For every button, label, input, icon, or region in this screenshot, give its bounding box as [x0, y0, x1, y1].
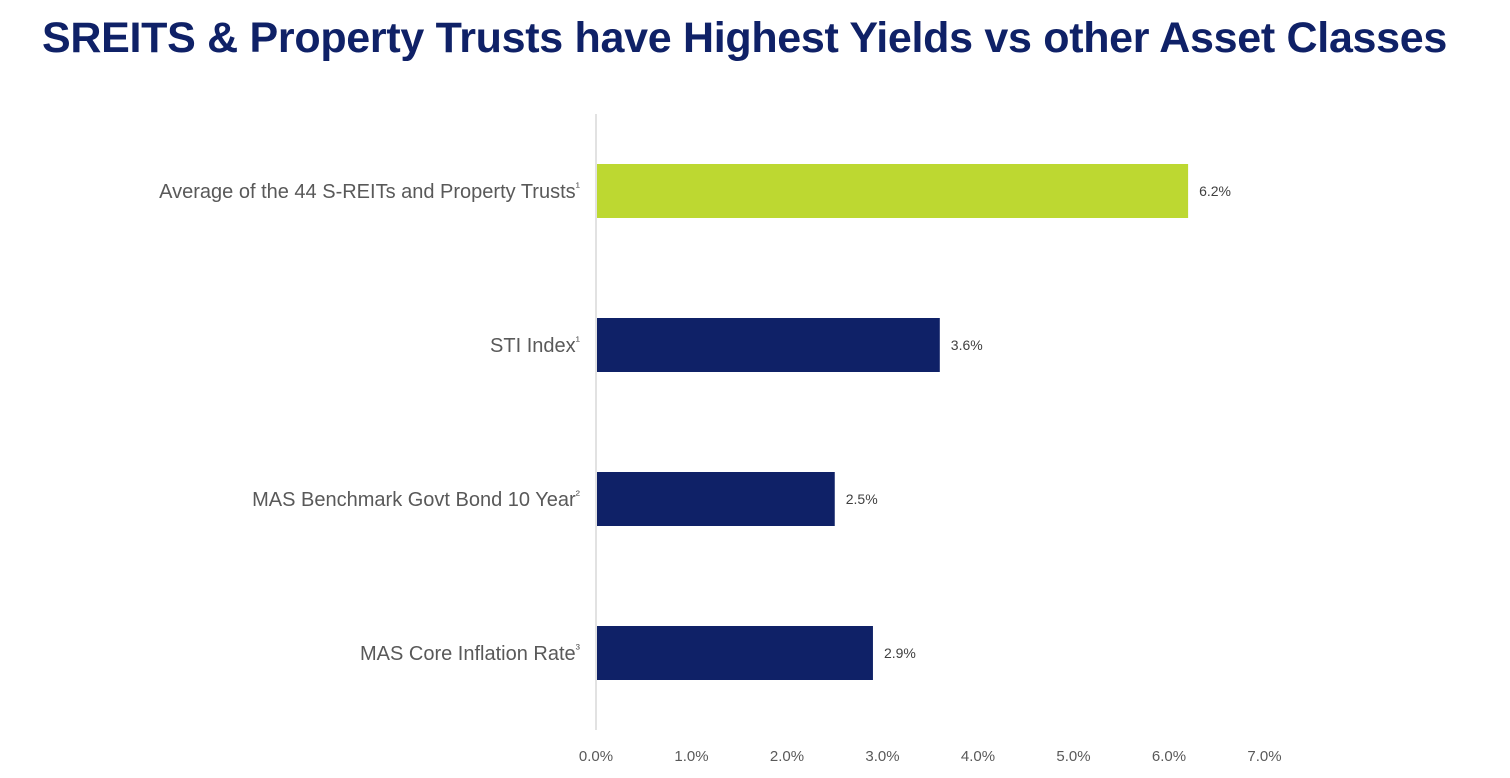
x-tick-label-2: 2.0%: [770, 748, 804, 765]
category-labels-group: Average of the 44 S-REITs and Property T…: [159, 179, 581, 665]
data-label-sti-index: 3.6%: [951, 337, 983, 353]
x-tick-label-0: 0.0%: [579, 748, 613, 765]
page-title: SREITS & Property Trusts have Highest Yi…: [42, 14, 1448, 62]
x-tick-label-1: 1.0%: [674, 748, 708, 765]
bar-mas-core-inflation-rate: [597, 626, 873, 680]
data-label-mas-core-inflation-rate: 2.9%: [884, 645, 916, 661]
data-label-average-of-the-44-s-reits-and-property-trusts: 6.2%: [1199, 183, 1231, 199]
category-label-mas-benchmark-govt-bond-10-year: MAS Benchmark Govt Bond 10 Year²: [252, 487, 581, 511]
x-tick-labels-group: 0.0% 1.0% 2.0% 3.0% 4.0% 5.0% 6.0% 7.0%: [579, 748, 1282, 765]
category-label-average-of-the-44-s-reits-and-property-trusts: Average of the 44 S-REITs and Property T…: [159, 179, 581, 203]
bar-mas-benchmark-govt-bond-10-year: [597, 472, 835, 526]
x-tick-label-6: 6.0%: [1152, 748, 1186, 765]
x-tick-label-4: 4.0%: [961, 748, 995, 765]
bar-average-of-the-44-s-reits-and-property-trusts: [597, 164, 1189, 218]
data-labels-group: 6.2% 3.6% 2.5% 2.9%: [846, 183, 1231, 661]
category-label-mas-core-inflation-rate: MAS Core Inflation Rate³: [360, 641, 581, 665]
bar-sti-index: [597, 318, 940, 372]
bars-group: [597, 164, 1189, 680]
data-label-mas-benchmark-govt-bond-10-year: 2.5%: [846, 491, 878, 507]
x-tick-label-3: 3.0%: [865, 748, 899, 765]
category-label-sti-index: STI Index¹: [490, 333, 581, 357]
x-tick-label-7: 7.0%: [1247, 748, 1281, 765]
x-tick-label-5: 5.0%: [1056, 748, 1090, 765]
